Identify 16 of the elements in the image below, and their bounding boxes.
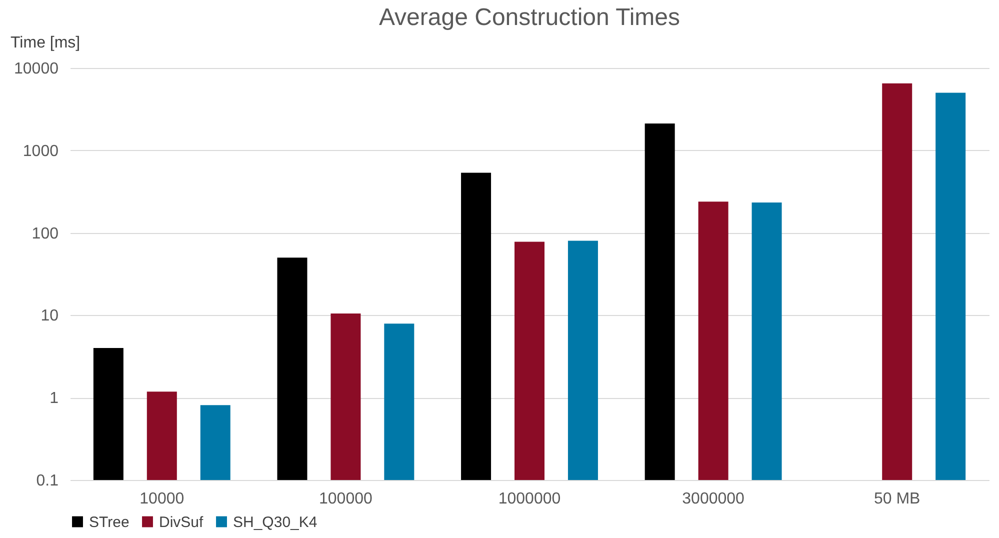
y-tick-label: 1 xyxy=(50,390,59,408)
y-tick-label: 0.1 xyxy=(36,472,59,490)
legend-label: STree xyxy=(89,514,130,531)
legend-label: SH_Q30_K4 xyxy=(233,514,318,531)
x-tick-label: 3000000 xyxy=(682,490,745,508)
legend-label: DivSuf xyxy=(159,514,204,531)
y-tick-label: 10 xyxy=(40,308,59,325)
x-tick-label: 1000000 xyxy=(498,490,561,508)
x-tick-label: 100000 xyxy=(319,490,372,508)
y-axis-title: Time [ms] xyxy=(10,34,80,52)
y-tick-label: 1000 xyxy=(22,142,59,160)
x-tick-label: 50 MB xyxy=(874,490,920,508)
y-tick-label: 10000 xyxy=(14,60,59,78)
y-tick-label: 100 xyxy=(32,225,59,242)
x-tick-label: 10000 xyxy=(140,490,184,508)
chart-title: Average Construction Times xyxy=(378,4,680,31)
